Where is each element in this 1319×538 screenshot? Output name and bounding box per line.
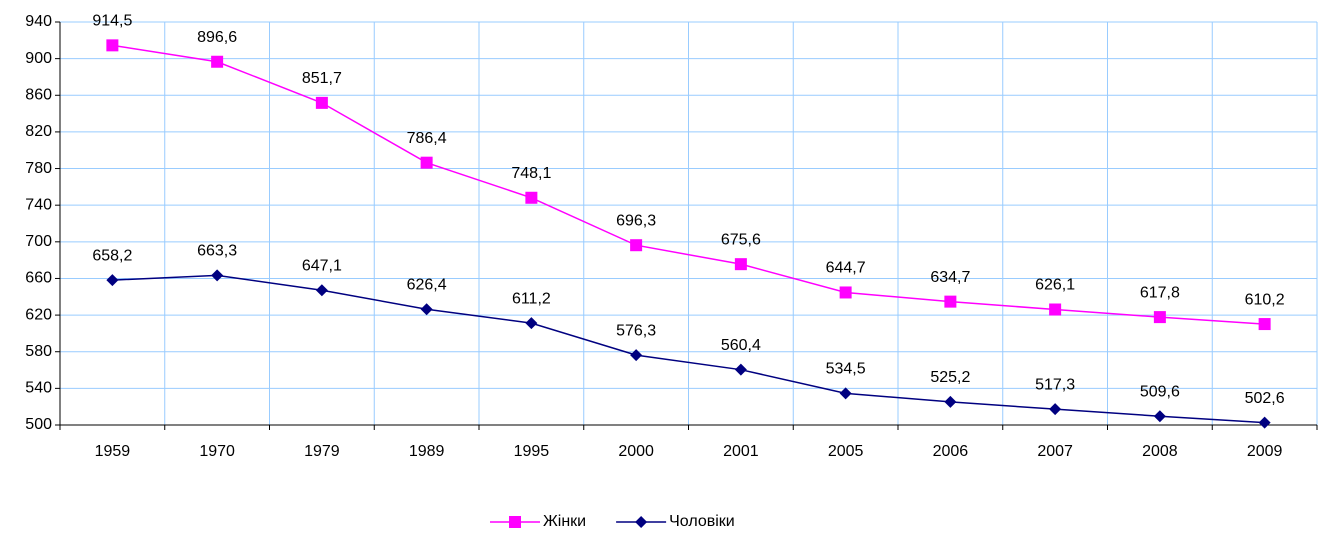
data-label: 517,3 bbox=[1035, 376, 1075, 393]
point bbox=[630, 349, 643, 362]
y-tick-label: 820 bbox=[25, 123, 52, 140]
data-label: 675,6 bbox=[721, 231, 761, 248]
data-label: 896,6 bbox=[197, 29, 237, 46]
data-label: 658,2 bbox=[92, 247, 132, 264]
point bbox=[1049, 303, 1062, 316]
point bbox=[1258, 416, 1271, 429]
point bbox=[106, 274, 119, 287]
legend-label: Жінки bbox=[543, 513, 586, 530]
data-label: 696,3 bbox=[616, 212, 656, 229]
data-label: 644,7 bbox=[826, 260, 866, 277]
legend-marker bbox=[509, 516, 521, 528]
data-label: 610,2 bbox=[1245, 291, 1285, 308]
y-tick-label: 740 bbox=[25, 196, 52, 213]
point bbox=[420, 156, 433, 169]
data-label: 914,5 bbox=[92, 13, 132, 30]
x-tick-label: 1970 bbox=[199, 443, 235, 460]
x-tick-label: 2006 bbox=[933, 443, 969, 460]
legend-marker bbox=[635, 516, 648, 528]
point bbox=[525, 191, 538, 204]
point bbox=[839, 286, 852, 299]
x-tick-label: 1995 bbox=[514, 443, 550, 460]
data-label: 509,6 bbox=[1140, 383, 1180, 400]
x-tick-label: 2007 bbox=[1037, 443, 1073, 460]
point bbox=[1153, 311, 1166, 324]
y-tick-label: 860 bbox=[25, 86, 52, 103]
x-tick-label: 1979 bbox=[304, 443, 340, 460]
data-label: 626,4 bbox=[407, 276, 447, 293]
data-label: 786,4 bbox=[407, 130, 447, 147]
point bbox=[839, 387, 852, 400]
data-label: 611,2 bbox=[512, 290, 551, 307]
y-tick-label: 660 bbox=[25, 270, 52, 287]
point bbox=[944, 295, 957, 308]
point bbox=[211, 55, 224, 68]
point bbox=[1153, 410, 1166, 423]
y-tick-label: 900 bbox=[25, 50, 52, 67]
data-label: 525,2 bbox=[930, 369, 970, 386]
data-label: 851,7 bbox=[302, 70, 342, 87]
y-tick-label: 700 bbox=[25, 233, 52, 250]
x-tick-label: 1959 bbox=[95, 443, 131, 460]
data-label: 663,3 bbox=[197, 243, 237, 260]
x-tick-label: 2009 bbox=[1247, 443, 1283, 460]
point bbox=[734, 258, 747, 271]
data-label: 617,8 bbox=[1140, 284, 1180, 301]
data-label: 748,1 bbox=[511, 165, 551, 182]
data-label: 576,3 bbox=[616, 322, 656, 339]
point bbox=[525, 317, 538, 330]
data-label: 560,4 bbox=[721, 337, 761, 354]
point bbox=[1258, 318, 1271, 331]
y-tick-label: 780 bbox=[25, 160, 52, 177]
series-line bbox=[112, 274, 1265, 424]
data-label: 626,1 bbox=[1035, 277, 1075, 294]
x-tick-label: 2000 bbox=[618, 443, 654, 460]
data-label: 502,6 bbox=[1245, 390, 1285, 407]
point bbox=[420, 303, 433, 316]
point bbox=[734, 363, 747, 376]
point bbox=[315, 284, 328, 297]
y-tick-label: 940 bbox=[25, 13, 52, 30]
point bbox=[944, 395, 957, 408]
point bbox=[630, 239, 643, 252]
data-label: 647,1 bbox=[302, 257, 342, 274]
point bbox=[1049, 403, 1062, 416]
x-tick-label: 2001 bbox=[723, 443, 759, 460]
x-tick-label: 2008 bbox=[1142, 443, 1178, 460]
y-tick-label: 540 bbox=[25, 380, 52, 397]
legend-label: Чоловіки bbox=[669, 513, 735, 530]
x-tick-label: 1989 bbox=[409, 443, 445, 460]
x-tick-label: 2005 bbox=[828, 443, 864, 460]
y-tick-label: 620 bbox=[25, 306, 52, 323]
data-label: 634,7 bbox=[930, 269, 970, 286]
y-tick-label: 500 bbox=[25, 416, 52, 433]
data-label: 534,5 bbox=[826, 361, 866, 378]
point bbox=[211, 269, 224, 282]
point bbox=[315, 96, 328, 109]
y-tick-label: 580 bbox=[25, 343, 52, 360]
point bbox=[106, 39, 119, 52]
series-line bbox=[112, 44, 1265, 325]
